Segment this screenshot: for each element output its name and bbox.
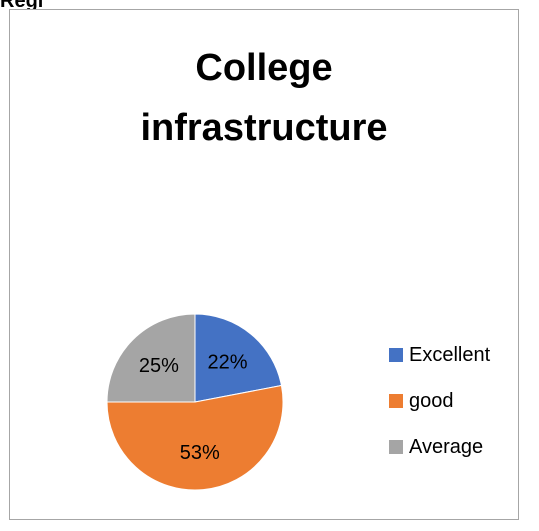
legend-swatch-good [389, 394, 403, 408]
legend-label-average: Average [409, 436, 484, 458]
legend-label-good: good [409, 390, 454, 412]
pie-slices [106, 313, 284, 491]
data-label-good: 53% [180, 442, 220, 464]
pie-data-labels: 22% 53% 25% [139, 352, 248, 464]
top-caption: Regi [0, 0, 44, 12]
legend-label-excellent: Excellent [409, 344, 491, 366]
chart-title: College infrastructure [140, 47, 388, 149]
chart-area[interactable]: College infrastructure 22% 53% 25% Excelle… [9, 9, 519, 520]
data-label-average: 25% [139, 355, 179, 377]
legend-item-good[interactable]: good [389, 389, 490, 413]
legend-item-excellent[interactable]: Excellent [389, 343, 490, 367]
pie-chart: 22% 53% 25% [106, 313, 284, 491]
pie-slice-good[interactable] [106, 384, 284, 491]
data-label-excellent: 22% [208, 352, 248, 374]
legend: Excellent good Average [389, 343, 490, 481]
legend-item-average[interactable]: Average [389, 435, 490, 459]
pie-slice-excellent[interactable] [194, 313, 283, 403]
legend-swatch-average [389, 440, 403, 454]
legend-swatch-excellent [389, 348, 403, 362]
pie-slice-average[interactable] [106, 313, 196, 403]
